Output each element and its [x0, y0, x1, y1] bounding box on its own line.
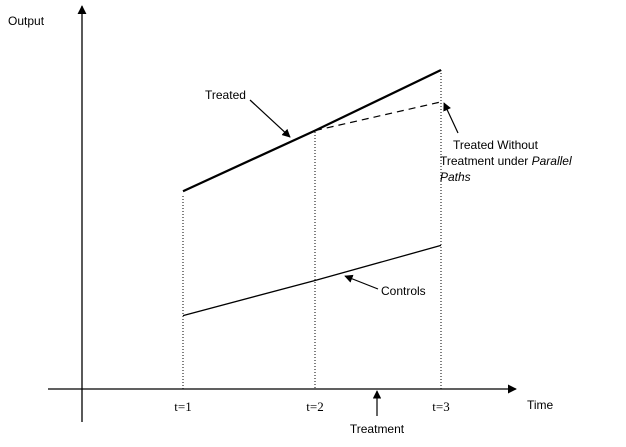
- x-tick-t2: t=2: [306, 399, 323, 414]
- y-axis-label: Output: [8, 14, 45, 28]
- controls-line: [182, 244, 442, 317]
- x-tick-t3: t=3: [432, 399, 449, 414]
- treatment-label: Treatment: [350, 422, 405, 436]
- treated-label: Treated: [205, 88, 246, 102]
- counterfactual-label-line2-italic: Parallel: [532, 154, 572, 168]
- x-tick-t1: t=1: [174, 399, 191, 414]
- counterfactual-arrow: [443, 102, 459, 134]
- controls-arrow: [344, 274, 379, 290]
- treated-arrow: [249, 99, 291, 138]
- counterfactual-label-line1: Treated Without: [453, 138, 539, 152]
- controls-label: Controls: [381, 284, 426, 298]
- counterfactual-label-line3: Paths: [440, 170, 471, 184]
- counterfactual-dashed-line: [314, 101, 442, 132]
- counterfactual-label-line2: Treatment under Parallel: [440, 154, 572, 168]
- x-axis-label: Time: [527, 398, 554, 412]
- counterfactual-label-line2-prefix: Treatment under: [440, 154, 532, 168]
